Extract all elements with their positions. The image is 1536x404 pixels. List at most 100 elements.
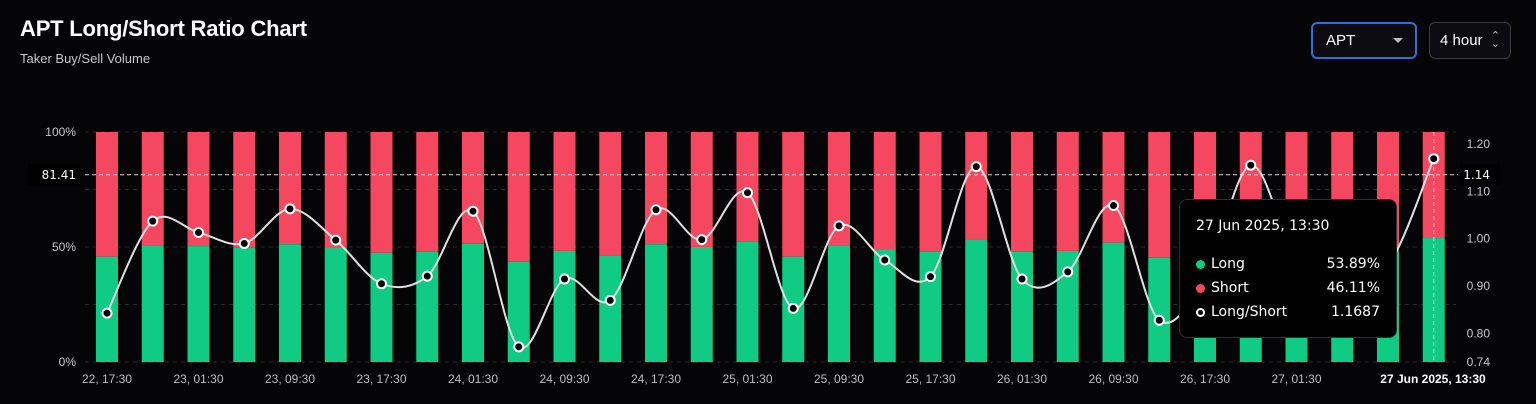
ratio-point: [376, 278, 387, 290]
interval-select[interactable]: 4 hour ⌃ ⌄: [1429, 22, 1511, 59]
ratio-point: [1245, 159, 1257, 171]
long-bar: [736, 241, 759, 362]
x-axis-tick-label: 25, 01:30: [722, 372, 772, 386]
ratio-point: [1062, 266, 1074, 278]
x-axis-tick-label: 27, 01:30: [1271, 372, 1321, 386]
ratio-point: [925, 271, 936, 283]
x-axis-tick-label: 23, 09:30: [265, 372, 315, 386]
long-bar: [828, 245, 850, 362]
long-bar: [324, 247, 347, 362]
left-axis-tick-label: 100%: [45, 125, 76, 139]
right-axis-tick-label: 1.10: [1467, 184, 1491, 198]
long-bar: [1056, 250, 1079, 362]
short-bar: [828, 132, 850, 246]
short-bar: [599, 132, 622, 256]
long-bar: [1148, 257, 1171, 362]
ratio-point: [513, 341, 525, 353]
ratio-point: [696, 234, 708, 246]
tooltip-value: 46.11%: [1326, 280, 1380, 296]
ratio-point: [559, 273, 570, 285]
x-axis-tick-label: 25, 17:30: [905, 372, 955, 386]
long-bar: [462, 243, 484, 362]
symbol-select[interactable]: APT: [1311, 22, 1417, 59]
tooltip-row-long: Long 53.89%: [1196, 252, 1380, 276]
short-bar: [324, 132, 347, 248]
ratio-point: [879, 254, 891, 266]
short-bar: [965, 132, 988, 240]
long-bar: [1011, 251, 1033, 362]
tooltip-title: 27 Jun 2025, 13:30: [1196, 218, 1330, 234]
short-bar: [187, 132, 210, 247]
chevron-down-icon: [1393, 38, 1403, 43]
long-bar: [690, 247, 713, 362]
short-bar: [416, 132, 439, 252]
left-crosshair-value: 81.41: [42, 168, 76, 182]
x-crosshair-tag: [1370, 369, 1494, 389]
tooltip-row-ratio: Long/Short 1.1687: [1196, 300, 1380, 324]
long-bar: [965, 239, 988, 362]
long-bar: [553, 250, 576, 362]
right-axis-tick-label: 0.74: [1467, 355, 1491, 369]
ratio-point: [742, 187, 753, 199]
short-bar: [873, 132, 896, 250]
x-axis-tick-label: 26, 01:30: [997, 372, 1047, 386]
short-bar: [462, 132, 484, 244]
long-bar: [645, 244, 667, 362]
short-bar: [690, 132, 713, 247]
long-bar: [919, 251, 942, 362]
long-bar: [233, 247, 256, 362]
ratio-point: [1016, 273, 1028, 285]
tooltip-label: Long: [1211, 256, 1245, 272]
x-axis-tick-label: 25, 09:30: [814, 372, 864, 386]
right-crosshair-tag: [1460, 164, 1500, 185]
page-subtitle: Taker Buy/Sell Volume: [20, 51, 151, 66]
long-bar: [370, 252, 393, 362]
tooltip-label: Short: [1211, 280, 1249, 296]
ratio-dot-icon: [1196, 307, 1205, 317]
right-axis-tick-label: 0.80: [1467, 327, 1491, 341]
left-axis-tick-label: 50%: [52, 240, 76, 254]
long-bar: [416, 251, 439, 362]
ratio-point: [1108, 200, 1119, 212]
right-axis-tick-label: 1.00: [1467, 232, 1491, 246]
x-axis-tick-label: 26, 17:30: [1180, 372, 1230, 386]
ratio-point: [421, 270, 433, 282]
ratio-point: [147, 215, 159, 227]
ratio-point: [1428, 153, 1440, 165]
crosshair: [85, 132, 1458, 362]
short-bar: [1148, 132, 1171, 258]
long-bar: [141, 245, 164, 362]
right-axis-tick-label: 0.90: [1467, 279, 1491, 293]
short-bar: [279, 132, 301, 245]
long-dot-icon: [1196, 259, 1205, 269]
tooltip-value: 53.89%: [1326, 256, 1380, 272]
left-axis-tick-label: 0%: [59, 355, 77, 369]
long-bar: [187, 246, 210, 362]
ratio-point: [467, 205, 479, 217]
short-bar: [645, 132, 667, 245]
short-dot-icon: [1196, 283, 1205, 293]
right-axis-tick-label: 1.20: [1467, 137, 1491, 151]
long-bar: [873, 249, 896, 362]
short-bar: [141, 132, 164, 246]
ratio-point: [833, 220, 845, 232]
short-bar: [553, 132, 576, 251]
short-bar: [370, 132, 393, 253]
short-bar: [919, 132, 942, 252]
ratio-point: [330, 234, 342, 246]
short-bar: [782, 132, 805, 257]
x-axis-tick-label: 24, 17:30: [631, 372, 681, 386]
x-axis-tick-label: 24, 01:30: [448, 372, 498, 386]
ratio-point: [650, 204, 662, 216]
ratio-point: [193, 227, 204, 239]
ratio-point: [284, 203, 296, 215]
tooltip-value: 1.1687: [1331, 304, 1380, 320]
long-bar: [279, 244, 301, 362]
axis-layer: 100% 50% 0% 81.41 1.20 1.10 1.00 0.90 0.80 0.74 1.…: [28, 125, 1500, 389]
short-bar: [96, 132, 118, 257]
ratio-point: [101, 307, 113, 319]
x-axis-tick-label: 23, 01:30: [173, 372, 223, 386]
short-bar: [507, 132, 530, 262]
ratio-point: [238, 237, 250, 249]
long-bar: [599, 255, 622, 362]
